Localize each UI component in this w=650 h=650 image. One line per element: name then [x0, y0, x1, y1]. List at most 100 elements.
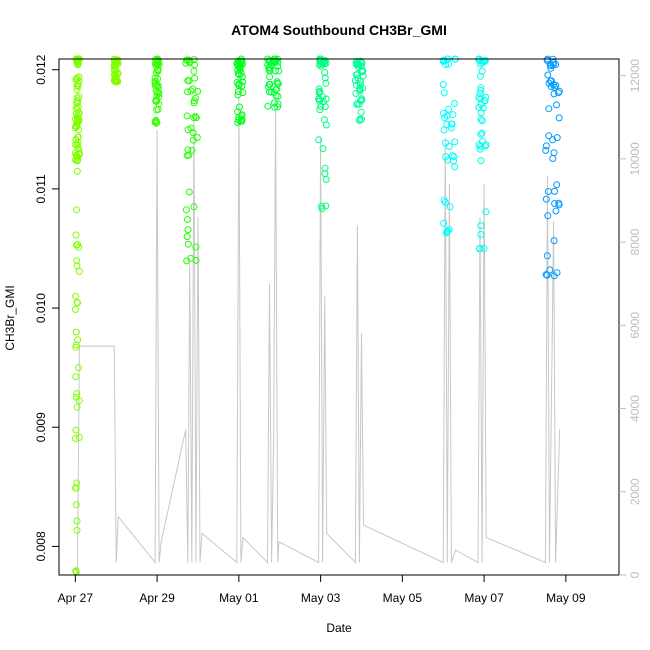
data-point — [549, 155, 557, 162]
data-point — [547, 83, 555, 91]
data-point — [357, 108, 365, 116]
data-point — [550, 237, 558, 245]
data-point — [72, 328, 80, 336]
data-point — [187, 254, 195, 262]
data-point — [266, 73, 274, 81]
data-point — [74, 299, 81, 307]
data-point — [270, 99, 278, 107]
data-point — [73, 157, 81, 165]
data-point — [72, 231, 80, 239]
data-point — [238, 73, 246, 81]
data-point — [445, 226, 453, 233]
altitude-line-layer — [74, 96, 561, 576]
data-point — [357, 81, 365, 89]
data-point — [72, 484, 80, 492]
data-point — [476, 72, 484, 80]
data-point — [72, 306, 79, 313]
data-point — [73, 390, 81, 397]
y-tick-label: 0.009 — [34, 412, 48, 442]
data-point — [550, 90, 558, 98]
data-point — [544, 71, 552, 79]
data-point — [543, 271, 551, 279]
data-point — [440, 219, 448, 227]
data-point — [317, 102, 325, 110]
data-point — [152, 69, 160, 77]
data-point — [73, 167, 81, 175]
y2-tick-label: 12000 — [628, 59, 642, 93]
data-point — [182, 206, 190, 214]
data-point — [235, 62, 242, 70]
data-point — [72, 567, 80, 575]
data-point — [545, 132, 553, 140]
data-point — [72, 292, 80, 300]
data-point — [449, 111, 457, 119]
data-point — [74, 103, 82, 111]
data-point — [187, 87, 195, 95]
data-point — [72, 393, 80, 401]
data-point — [73, 94, 81, 102]
data-point — [155, 60, 163, 68]
data-point — [477, 157, 485, 165]
data-point — [185, 188, 193, 196]
data-point — [184, 216, 191, 223]
data-point — [73, 153, 81, 161]
data-point — [275, 67, 283, 75]
y2-tick-label: 2000 — [628, 478, 642, 505]
data-point — [451, 100, 458, 107]
data-point — [482, 208, 490, 216]
data-point — [444, 227, 452, 235]
data-point — [542, 142, 550, 150]
data-point — [315, 89, 323, 97]
data-point — [152, 97, 160, 105]
x-tick-label: May 07 — [464, 591, 504, 605]
y2-tick-label: 0 — [628, 571, 642, 578]
data-point — [151, 118, 159, 126]
series-flight-3 — [151, 55, 163, 127]
data-point — [184, 146, 192, 154]
data-point — [73, 526, 81, 534]
series-flight-4 — [182, 56, 202, 265]
data-point — [477, 87, 485, 94]
x-axis-label: Date — [326, 621, 352, 635]
data-point — [477, 222, 485, 230]
data-point — [234, 108, 242, 116]
x-tick-label: Apr 27 — [58, 591, 94, 605]
data-point — [75, 364, 82, 372]
data-point — [191, 61, 199, 69]
data-point — [321, 103, 329, 111]
x-tick-label: May 09 — [546, 591, 586, 605]
data-point — [447, 124, 455, 132]
data-point — [274, 103, 282, 111]
data-point — [266, 64, 274, 72]
data-point — [184, 226, 192, 234]
data-point — [75, 267, 83, 275]
data-point — [321, 69, 329, 77]
data-point — [154, 90, 162, 98]
data-point — [73, 206, 80, 214]
data-point — [192, 113, 199, 120]
data-point — [440, 89, 448, 97]
data-point — [187, 124, 195, 132]
data-point — [72, 435, 79, 442]
data-point — [152, 56, 159, 64]
data-point — [477, 101, 485, 108]
data-point — [354, 100, 362, 108]
data-point — [441, 198, 449, 206]
data-point — [318, 205, 326, 213]
data-point — [184, 88, 191, 96]
data-point — [477, 115, 485, 123]
data-point — [542, 195, 550, 203]
data-point — [72, 501, 80, 509]
data-point — [551, 187, 558, 195]
series-flight-5 — [233, 55, 247, 126]
y2-tick-label: 8000 — [628, 228, 642, 255]
data-point — [234, 70, 242, 78]
data-point — [316, 97, 323, 105]
data-point — [236, 66, 244, 74]
data-point — [73, 517, 81, 525]
data-point — [72, 115, 79, 123]
data-point — [547, 64, 555, 72]
data-points-layer — [71, 55, 563, 576]
data-point — [443, 112, 451, 120]
data-point — [188, 146, 196, 154]
